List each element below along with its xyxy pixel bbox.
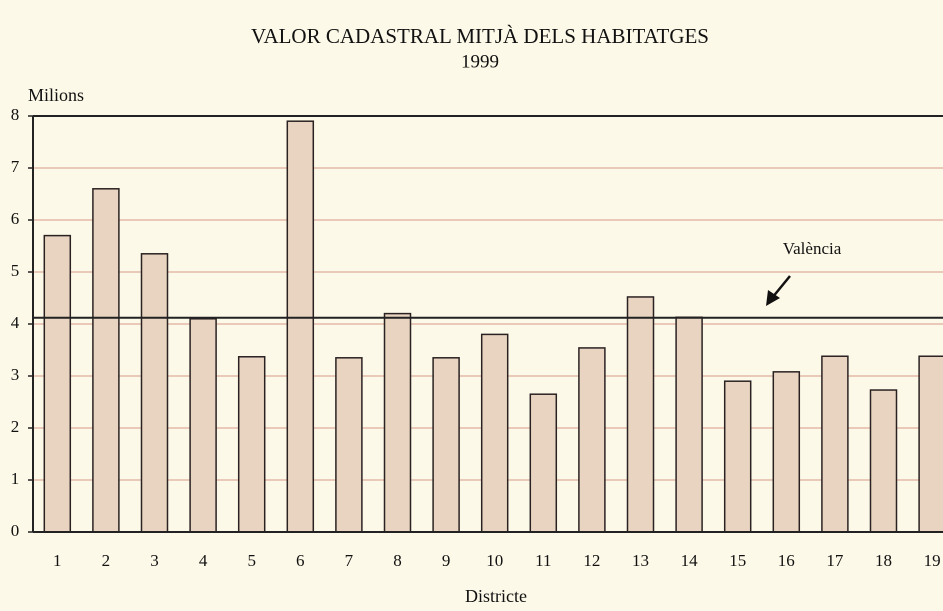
x-tick-label: 5 [247,551,256,570]
bar [578,347,606,533]
x-tick-label: 9 [442,551,451,570]
bar [772,371,801,533]
y-tick-label: 7 [11,157,20,176]
bar [869,389,898,533]
bar [383,312,412,533]
x-tick-label: 18 [875,551,892,570]
arrow-head [766,290,780,306]
x-tick-label: 4 [199,551,208,570]
y-tick-label: 4 [11,313,20,332]
chart-subtitle: 1999 [461,51,499,72]
x-tick-label: 7 [345,551,354,570]
y-tick-label: 2 [11,417,20,436]
x-axis-label: Districte [465,586,527,606]
y-tick-label: 5 [11,261,20,280]
x-tick-label: 14 [681,551,699,570]
y-tick-label: 0 [11,521,20,540]
bar [723,380,752,533]
x-tick-label: 2 [102,551,111,570]
y-axis-label: Milions [28,85,84,105]
y-tick-label: 1 [11,469,20,488]
y-tick-label: 3 [11,365,20,384]
y-tick-label: 6 [11,209,20,228]
y-tick-label: 8 [11,105,20,124]
x-tick-label: 1 [53,551,62,570]
bar [432,357,460,533]
bar [529,393,558,533]
bar [92,188,120,533]
x-tick-label: 15 [729,551,746,570]
bar [140,253,169,533]
bar [626,296,655,533]
bar [43,234,72,533]
x-tick-label: 8 [393,551,402,570]
x-tick-label: 19 [924,551,941,570]
bar [918,355,943,533]
chart-title: VALOR CADASTRAL MITJÀ DELS HABITATGES [251,24,709,48]
bar [480,333,509,533]
x-tick-label: 10 [486,551,503,570]
bar [675,316,703,533]
bar [237,356,266,533]
bar [821,355,849,533]
x-tick-label: 11 [535,551,551,570]
annotation: València [783,239,842,258]
x-tick-label: 17 [826,551,844,570]
x-tick-label: 12 [583,551,600,570]
x-tick-label: 3 [150,551,159,570]
bar [189,318,217,533]
bar [335,357,363,533]
annotation-arrow [771,275,791,299]
bar [286,120,315,533]
x-tick-label: 13 [632,551,649,570]
x-tick-label: 6 [296,551,305,570]
x-tick-label: 16 [778,551,795,570]
